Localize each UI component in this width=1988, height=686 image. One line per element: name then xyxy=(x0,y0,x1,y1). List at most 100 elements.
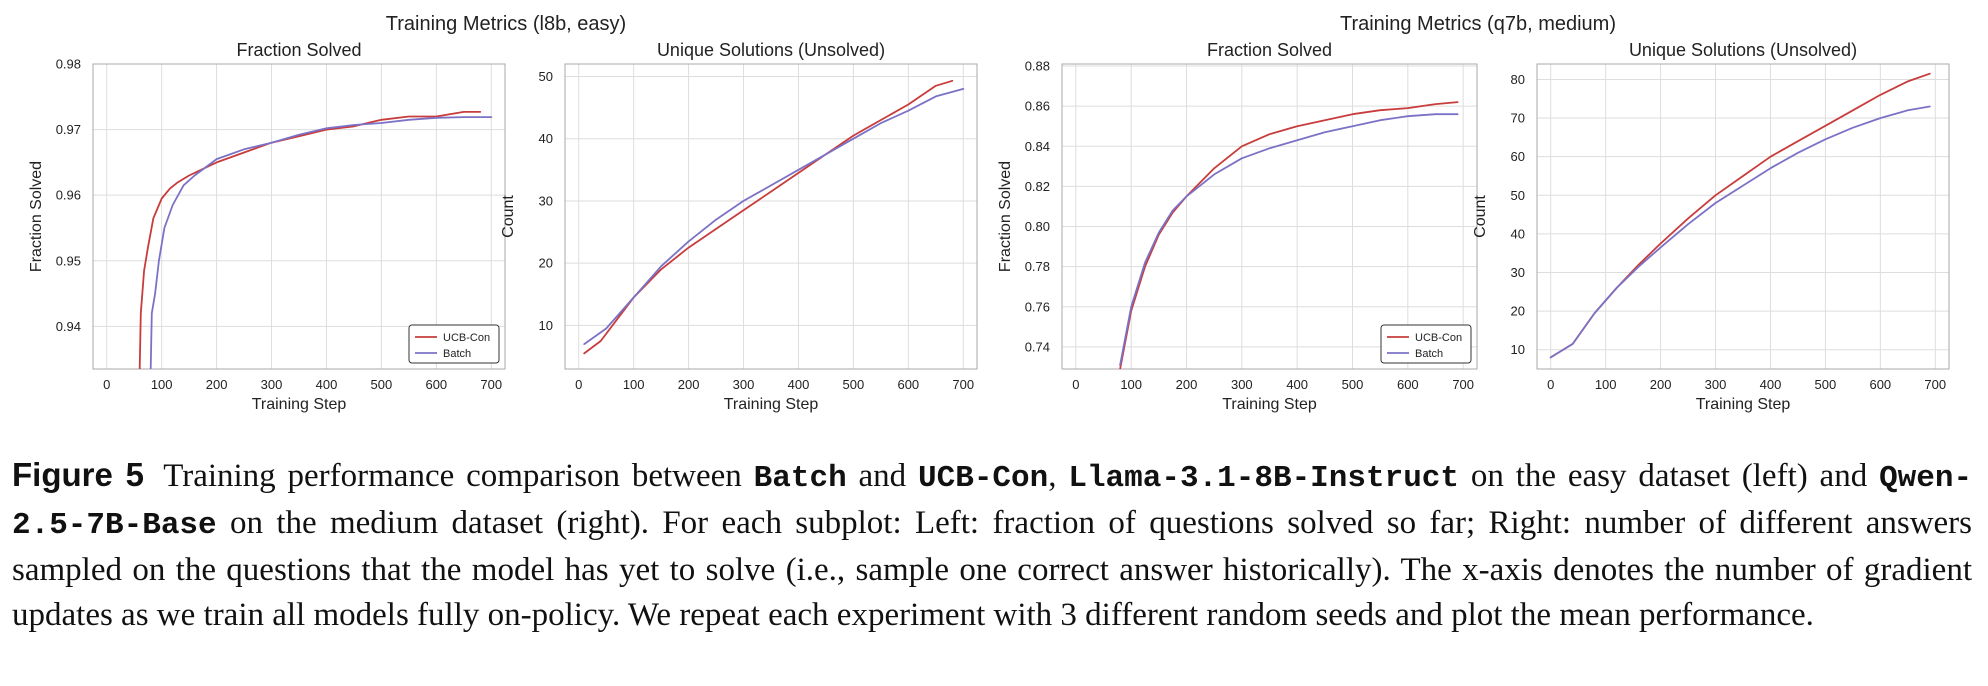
y-tick-label: 10 xyxy=(1511,342,1525,357)
x-tick-label: 100 xyxy=(1120,377,1142,392)
x-tick-label: 0 xyxy=(1072,377,1079,392)
series-line-ucb-con xyxy=(1119,101,1459,369)
y-tick-label: 0.80 xyxy=(1025,219,1050,234)
x-tick-label: 300 xyxy=(1705,377,1727,392)
axes-frame xyxy=(92,63,506,370)
series-group xyxy=(138,111,493,369)
caption-text-1: Training performance comparison between xyxy=(163,458,742,494)
legend: UCB-Con Batch xyxy=(1380,324,1472,364)
x-axis-label: Training Step xyxy=(1696,396,1791,413)
subplot-1: 0 100 200 300 400 500 600 700 0.94 0.95 0.96 0.97 0.… xyxy=(28,40,506,413)
series-group xyxy=(1119,101,1459,369)
y-tick-label: 20 xyxy=(539,256,553,271)
x-tick-label: 500 xyxy=(371,377,393,392)
y-tick-label: 30 xyxy=(539,193,553,208)
y-axis-label: Fraction Solved xyxy=(28,161,45,272)
suptitle-2: Training Metrics (q7b, medium) xyxy=(1340,13,1616,35)
subplot-3: 0 100 200 300 400 500 600 700 0.74 0.76 0.78 0.80 0.… xyxy=(997,40,1478,413)
y-axis-label: Fraction Solved xyxy=(997,161,1014,272)
series-line-ucb-con xyxy=(583,79,954,355)
x-tick-label: 600 xyxy=(1397,377,1419,392)
legend-label: UCB-Con xyxy=(1415,332,1462,344)
subplot-title: Unique Solutions (Unsolved) xyxy=(1629,40,1857,60)
legend-label: Batch xyxy=(443,348,471,360)
x-tick-label: 400 xyxy=(316,377,338,392)
x-tick-label: 200 xyxy=(1176,377,1198,392)
subplot-title: Fraction Solved xyxy=(1207,40,1332,60)
x-tick-label: 100 xyxy=(151,377,173,392)
x-tick-label: 300 xyxy=(261,377,283,392)
y-tick-label: 50 xyxy=(1511,188,1525,203)
y-tick-label: 0.84 xyxy=(1025,139,1050,154)
caption-label: Figure 5 xyxy=(12,456,144,493)
series-line-batch xyxy=(1119,113,1459,366)
subplot-title: Fraction Solved xyxy=(236,40,361,60)
x-tick-label: 600 xyxy=(1869,377,1891,392)
series-line-batch xyxy=(583,88,965,346)
y-tick-label: 30 xyxy=(1511,265,1525,280)
axes-frame xyxy=(564,63,978,370)
y-tick-label: 0.98 xyxy=(56,57,81,72)
x-tick-label: 500 xyxy=(1815,377,1837,392)
y-tick-label: 40 xyxy=(1511,226,1525,241)
series-line-batch xyxy=(149,116,493,369)
y-tick-label: 0.94 xyxy=(56,319,81,334)
x-tick-label: 200 xyxy=(678,377,700,392)
y-tick-label: 20 xyxy=(1511,304,1525,319)
y-axis-label: Count xyxy=(1472,195,1489,238)
caption-text-5: on the medium dataset (right). For each … xyxy=(12,505,1973,633)
y-tick-label: 10 xyxy=(539,318,553,333)
y-tick-label: 0.86 xyxy=(1025,99,1050,114)
figure-caption: Figure 5 Training performance comparison… xyxy=(12,452,1972,638)
x-axis-label: Training Step xyxy=(252,396,347,413)
x-tick-label: 400 xyxy=(1286,377,1308,392)
series-line-batch xyxy=(1549,105,1931,359)
legend-label: UCB-Con xyxy=(443,332,490,344)
series-group xyxy=(1549,72,1931,359)
y-tick-label: 0.74 xyxy=(1025,339,1050,354)
x-tick-label: 0 xyxy=(103,377,110,392)
y-tick-label: 50 xyxy=(539,69,553,84)
caption-text-2: and xyxy=(858,458,907,494)
x-tick-label: 600 xyxy=(425,377,447,392)
x-tick-label: 700 xyxy=(480,377,502,392)
y-tick-label: 60 xyxy=(1511,149,1525,164)
y-tick-label: 0.76 xyxy=(1025,299,1050,314)
caption-code-ucb-con: UCB-Con xyxy=(918,461,1049,496)
suptitle-1: Training Metrics (l8b, easy) xyxy=(386,13,626,35)
x-tick-label: 400 xyxy=(788,377,810,392)
series-group xyxy=(583,79,965,355)
series-line-ucb-con xyxy=(1549,72,1931,359)
y-tick-label: 70 xyxy=(1511,111,1525,126)
x-tick-label: 300 xyxy=(733,377,755,392)
x-tick-label: 100 xyxy=(623,377,645,392)
x-axis-label: Training Step xyxy=(724,396,819,413)
legend-label: Batch xyxy=(1415,348,1443,360)
y-tick-label: 40 xyxy=(539,131,553,146)
legend: UCB-Con Batch xyxy=(408,324,500,364)
x-tick-label: 200 xyxy=(206,377,228,392)
x-tick-label: 500 xyxy=(843,377,865,392)
x-tick-label: 700 xyxy=(952,377,974,392)
y-tick-label: 0.78 xyxy=(1025,259,1050,274)
x-tick-label: 400 xyxy=(1760,377,1782,392)
x-tick-label: 600 xyxy=(897,377,919,392)
caption-code-qwen: Qwen-2.5-7B-Base xyxy=(12,461,1973,543)
x-tick-label: 700 xyxy=(1452,377,1474,392)
caption-code-llama: Llama-3.1-8B-Instruct xyxy=(1068,461,1460,496)
subplot-title: Unique Solutions (Unsolved) xyxy=(657,40,885,60)
series-line-ucb-con xyxy=(138,111,482,369)
x-tick-label: 500 xyxy=(1342,377,1364,392)
axes-frame xyxy=(1061,63,1478,370)
y-tick-label: 0.82 xyxy=(1025,179,1050,194)
caption-text-4: on the easy dataset (left) and xyxy=(1470,458,1868,494)
subplot-2: 0 100 200 300 400 500 600 700 10 20 30 40 50 Unique S… xyxy=(500,40,978,413)
y-tick-label: 80 xyxy=(1511,72,1525,87)
x-tick-label: 300 xyxy=(1231,377,1253,392)
figure-canvas: Training Metrics (l8b, easy) Training Met… xyxy=(28,13,1950,413)
subplot-4: 0 100 200 300 400 500 600 700 10 20 30 40 50 60 70 80 Un… xyxy=(1472,40,1950,413)
y-tick-label: 0.88 xyxy=(1025,59,1050,74)
caption-text-3: , xyxy=(1048,458,1057,494)
y-tick-label: 0.95 xyxy=(56,253,81,268)
caption-code-batch: Batch xyxy=(753,461,847,496)
